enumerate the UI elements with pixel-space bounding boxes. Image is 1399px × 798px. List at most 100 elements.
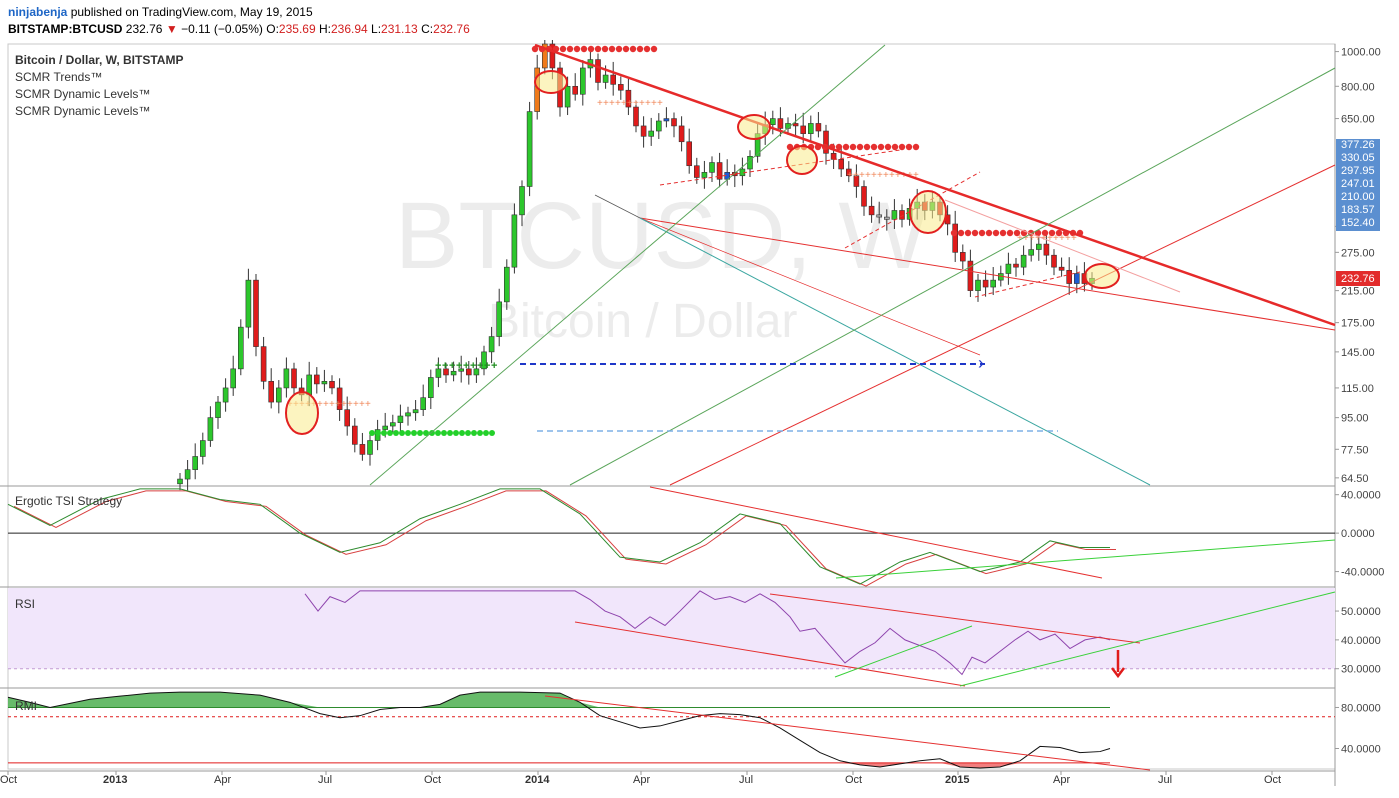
price-tick-label: 95.00 bbox=[1341, 413, 1369, 425]
tsi-trend-line bbox=[835, 539, 1336, 579]
level-cross: + bbox=[1053, 233, 1059, 244]
level-cross: + bbox=[859, 170, 865, 181]
indicator-label: SCMR Dynamic Levels™ bbox=[15, 104, 150, 118]
level-cross: + bbox=[615, 98, 621, 109]
level-cross: + bbox=[621, 98, 627, 109]
resistance-dot bbox=[971, 229, 979, 237]
support-cross: + bbox=[435, 360, 441, 372]
rmi-tick-label: 80.0000 bbox=[1341, 702, 1381, 714]
candle-body bbox=[967, 260, 974, 291]
level-cross: + bbox=[1047, 233, 1053, 244]
rmi-title: RMI bbox=[15, 699, 37, 713]
support-cross: + bbox=[477, 360, 483, 372]
candle-body bbox=[321, 381, 328, 385]
resistance-dot bbox=[891, 143, 899, 151]
time-tick-label: Jul bbox=[318, 774, 332, 786]
resistance-dot bbox=[580, 45, 588, 53]
open-value: 235.69 bbox=[278, 22, 316, 36]
high-value: 236.94 bbox=[330, 22, 368, 36]
candle-body bbox=[192, 456, 198, 470]
support-dot bbox=[369, 430, 375, 436]
resistance-dot bbox=[999, 229, 1007, 237]
candle-body bbox=[1005, 263, 1012, 274]
candle-body bbox=[405, 412, 411, 417]
level-cross: + bbox=[317, 399, 323, 410]
resistance-dot bbox=[643, 45, 651, 53]
level-cross: + bbox=[1035, 233, 1041, 244]
candle-body bbox=[519, 186, 525, 216]
level-label: 152.40 bbox=[1341, 217, 1375, 229]
candle-body bbox=[648, 130, 655, 137]
price-tick-label: 215.00 bbox=[1341, 286, 1375, 298]
last-price-badge bbox=[1336, 271, 1380, 286]
candle-body bbox=[663, 118, 670, 122]
price-tick-label: 145.00 bbox=[1341, 347, 1375, 359]
candle-body bbox=[678, 125, 685, 143]
dashed-trend bbox=[659, 149, 901, 186]
rsi-tick-label: 30.0000 bbox=[1341, 664, 1381, 676]
support-dot bbox=[459, 430, 465, 436]
resistance-dot bbox=[870, 143, 878, 151]
time-tick-label: 2014 bbox=[525, 774, 550, 786]
level-cross: + bbox=[359, 399, 365, 410]
trend-line bbox=[369, 44, 886, 486]
resistance-dot bbox=[898, 143, 906, 151]
time-tick-label: Oct bbox=[1264, 774, 1281, 786]
candle-body bbox=[823, 130, 829, 154]
level-cross: + bbox=[335, 399, 341, 410]
candle-body bbox=[671, 118, 677, 127]
level-cross: + bbox=[865, 170, 871, 181]
trend-line bbox=[534, 43, 1336, 327]
open-label: O: bbox=[266, 22, 279, 36]
level-label: 330.05 bbox=[1341, 152, 1375, 164]
resistance-dot bbox=[608, 45, 616, 53]
author-name[interactable]: ninjabenja bbox=[8, 5, 68, 19]
candle-body bbox=[541, 43, 548, 69]
candle-body bbox=[693, 165, 700, 178]
tsi-trend-line bbox=[649, 486, 1103, 579]
trend-line bbox=[944, 199, 1181, 293]
support-dot bbox=[441, 430, 447, 436]
price-tick-label: 175.00 bbox=[1341, 318, 1375, 330]
level-cross: + bbox=[329, 399, 335, 410]
level-cross: + bbox=[1017, 233, 1023, 244]
level-cross: + bbox=[901, 170, 907, 181]
candle-body bbox=[579, 67, 586, 95]
support-dot bbox=[411, 430, 417, 436]
price-tick-label: 275.00 bbox=[1341, 247, 1375, 259]
candle-body bbox=[1043, 243, 1050, 256]
candle-body bbox=[268, 381, 275, 403]
candle-body bbox=[800, 125, 807, 134]
candle-body bbox=[625, 89, 632, 108]
resistance-dot bbox=[1048, 229, 1056, 237]
candle-body bbox=[564, 85, 571, 108]
highlight-ellipse bbox=[737, 114, 771, 140]
price-tick-label: 64.50 bbox=[1341, 473, 1369, 485]
candle-body bbox=[617, 84, 624, 91]
candle-body bbox=[640, 125, 647, 137]
candle-body bbox=[397, 415, 404, 423]
resistance-dot bbox=[992, 229, 1000, 237]
candle-body bbox=[602, 74, 609, 83]
resistance-dot bbox=[587, 45, 595, 53]
down-arrow-icon bbox=[1111, 667, 1125, 679]
candle-body bbox=[1058, 266, 1065, 271]
candle-body bbox=[861, 186, 867, 207]
candle-body bbox=[633, 106, 639, 127]
rmi-tick-label: 40.0000 bbox=[1341, 743, 1381, 755]
level-cross: + bbox=[1065, 233, 1071, 244]
candle-body bbox=[382, 425, 389, 430]
support-dot bbox=[399, 430, 405, 436]
tsi-tick-label: -40.0000 bbox=[1341, 567, 1384, 579]
level-cross: + bbox=[853, 170, 859, 181]
support-cross: + bbox=[484, 360, 490, 372]
level-cross: + bbox=[609, 98, 615, 109]
candle-body bbox=[359, 444, 366, 455]
price-tick-label: 77.50 bbox=[1341, 444, 1369, 456]
candle-body bbox=[572, 85, 579, 95]
resistance-dot bbox=[1013, 229, 1021, 237]
time-tick-label: Jul bbox=[1158, 774, 1172, 786]
time-tick-label: Apr bbox=[214, 774, 231, 786]
candle-body bbox=[503, 266, 510, 303]
